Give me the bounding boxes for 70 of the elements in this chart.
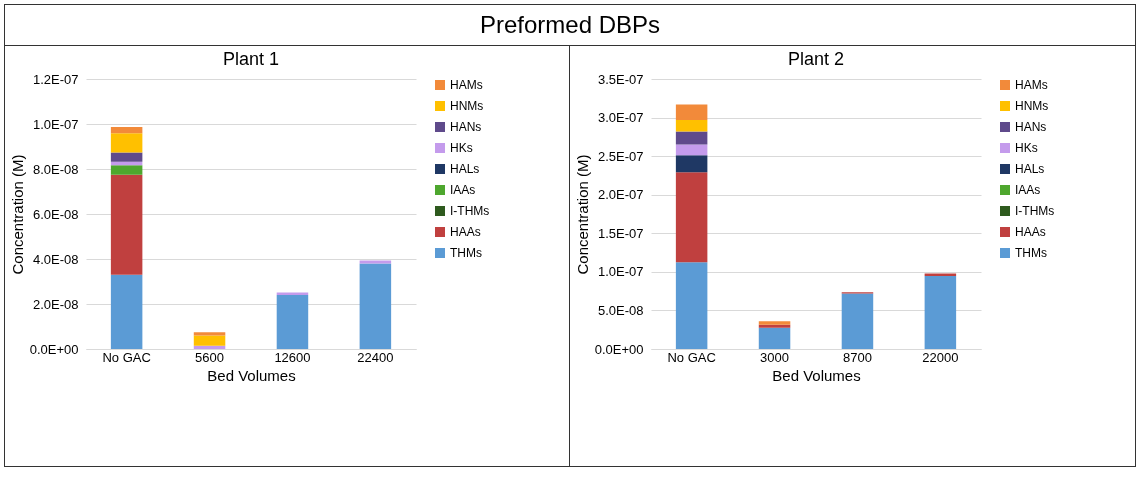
x-tick-label: 12600 [274, 349, 311, 365]
y-tick-label: 1.0E-07 [597, 264, 644, 280]
x-axis-title: Bed Volumes [772, 366, 861, 384]
bar [110, 274, 143, 349]
bar [675, 119, 708, 132]
bar [675, 262, 708, 349]
y-tick-label: 1.5E-07 [597, 225, 644, 241]
chart-title: Plant 1 [222, 49, 280, 69]
x-tick-label: No GAC [667, 349, 716, 365]
x-tick-label: 22400 [357, 349, 394, 365]
x-tick-label: 22000 [922, 349, 959, 365]
y-tick-label: 2.0E-07 [597, 187, 644, 203]
x-tick-label: 8700 [843, 349, 872, 365]
y-tick-label: 3.0E-07 [597, 110, 644, 126]
bar [758, 327, 791, 349]
y-tick-label: 0.0E+00 [594, 341, 644, 357]
bar [110, 165, 143, 175]
bar [110, 133, 143, 153]
bar [110, 152, 143, 162]
bar [675, 131, 708, 145]
y-tick-label: 2.0E-08 [32, 296, 79, 312]
y-tick-label: 3.5E-07 [597, 71, 644, 87]
legend-label: HALs [450, 162, 480, 176]
legend-label: HAAs [1015, 225, 1046, 239]
legend-label: HNMs [1015, 99, 1049, 113]
x-axis-title: Bed Volumes [207, 366, 296, 384]
legend-label: HAAs [450, 225, 481, 239]
y-tick-label: 8.0E-08 [32, 161, 79, 177]
bar [359, 260, 392, 264]
x-tick-label: 5600 [195, 349, 224, 365]
y-axis-title: Concentration (M) [8, 154, 26, 275]
y-tick-label: 6.0E-08 [32, 206, 79, 222]
bar [110, 174, 143, 275]
legend-label: THMs [1015, 246, 1047, 260]
y-tick-label: 2.5E-07 [597, 148, 644, 164]
x-tick-label: 3000 [760, 349, 789, 365]
bar [276, 295, 309, 349]
legend-label: IAAs [450, 183, 476, 197]
legend-label: THMs [450, 246, 482, 260]
legend-label: I-THMs [1015, 204, 1055, 218]
legend-label: I-THMs [450, 204, 490, 218]
bar [359, 263, 392, 349]
bar [675, 144, 708, 156]
legend-label: HKs [1015, 141, 1038, 155]
legend-label: HANs [1015, 120, 1047, 134]
bar [675, 172, 708, 263]
legend-label: HAMs [450, 78, 483, 92]
x-tick-label: No GAC [102, 349, 151, 365]
legend-label: HALs [1015, 162, 1045, 176]
y-tick-label: 5.0E-08 [597, 302, 644, 318]
y-tick-label: 4.0E-08 [32, 251, 79, 267]
chart-title: Plant 2 [787, 49, 845, 69]
legend-label: HANs [450, 120, 482, 134]
legend-label: HKs [450, 141, 473, 155]
bar [193, 332, 226, 336]
bar [924, 273, 957, 277]
bar [675, 104, 708, 120]
bar [110, 126, 143, 134]
y-tick-label: 0.0E+00 [29, 341, 79, 357]
bar [841, 293, 874, 349]
legend-label: IAAs [1015, 183, 1041, 197]
y-tick-label: 1.0E-07 [32, 116, 79, 132]
y-tick-label: 1.2E-07 [32, 71, 79, 87]
bar [675, 155, 708, 173]
legend-label: HNMs [450, 99, 484, 113]
legend-label: HAMs [1015, 78, 1048, 92]
y-axis-title: Concentration (M) [573, 154, 591, 275]
bar [193, 335, 226, 346]
bar [924, 276, 957, 349]
text: Preformed DBPs [5, 5, 1135, 46]
